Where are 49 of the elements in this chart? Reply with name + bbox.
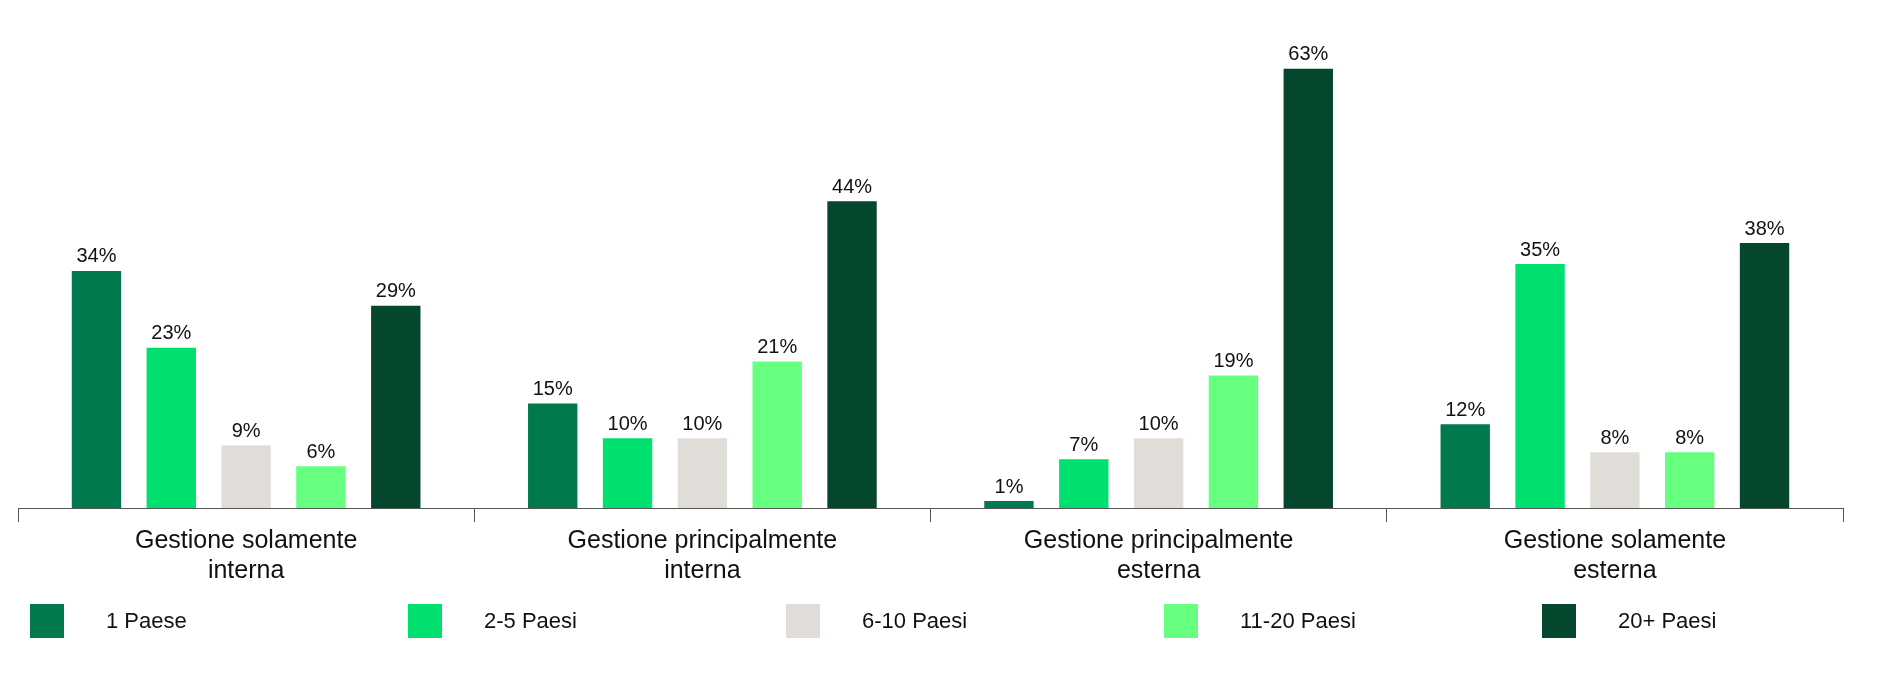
legend-label: 11-20 Paesi <box>1240 608 1356 634</box>
data-label: 21% <box>757 335 798 358</box>
data-label: 10% <box>607 411 648 434</box>
bar <box>752 361 802 508</box>
x-tick-label: Gestione solamente interna <box>134 524 358 583</box>
bar <box>984 501 1034 508</box>
legend-label: 20+ Paesi <box>1618 608 1717 634</box>
bar <box>296 466 346 508</box>
bar <box>1739 243 1790 508</box>
legend-label: 6-10 Paesi <box>862 608 968 634</box>
bar <box>1665 452 1715 508</box>
data-label: 34% <box>76 244 117 267</box>
bar <box>221 445 271 508</box>
data-label: 38% <box>1744 216 1785 239</box>
data-label: 8% <box>1675 425 1705 448</box>
bar <box>371 305 421 508</box>
data-label: 10% <box>1138 411 1179 434</box>
data-label: 35% <box>1520 237 1561 260</box>
bar <box>1515 264 1565 508</box>
bar <box>602 438 653 508</box>
bar <box>1440 424 1490 508</box>
legend-label: 2-5 Paesi <box>484 608 577 634</box>
bar <box>1283 68 1333 508</box>
data-label: 7% <box>1069 432 1099 455</box>
x-tick-label: Gestione principalmente esterna <box>1023 524 1294 583</box>
data-label: 15% <box>532 376 573 399</box>
bar <box>528 403 578 508</box>
legend-label: 1 Paese <box>106 608 187 634</box>
data-label: 10% <box>682 411 723 434</box>
data-label: 29% <box>375 279 417 302</box>
bar <box>146 347 196 508</box>
data-label: 23% <box>151 321 192 344</box>
bar <box>677 438 728 508</box>
data-label: 9% <box>231 418 261 441</box>
data-label: 19% <box>1213 349 1254 372</box>
bar <box>1133 438 1184 508</box>
data-label: 44% <box>832 174 873 197</box>
x-tick-label: Gestione principalmente interna <box>567 524 838 583</box>
data-label: 1% <box>994 474 1024 497</box>
bar <box>827 201 877 508</box>
data-label: 6% <box>306 439 336 462</box>
data-label: 63% <box>1288 42 1329 65</box>
bar <box>1059 459 1109 508</box>
data-label: 12% <box>1445 397 1486 420</box>
bar <box>1590 452 1640 508</box>
data-label: 8% <box>1600 425 1630 448</box>
x-tick-label: Gestione solamente esterna <box>1503 524 1727 583</box>
bar <box>1208 375 1259 508</box>
bar <box>71 270 122 508</box>
